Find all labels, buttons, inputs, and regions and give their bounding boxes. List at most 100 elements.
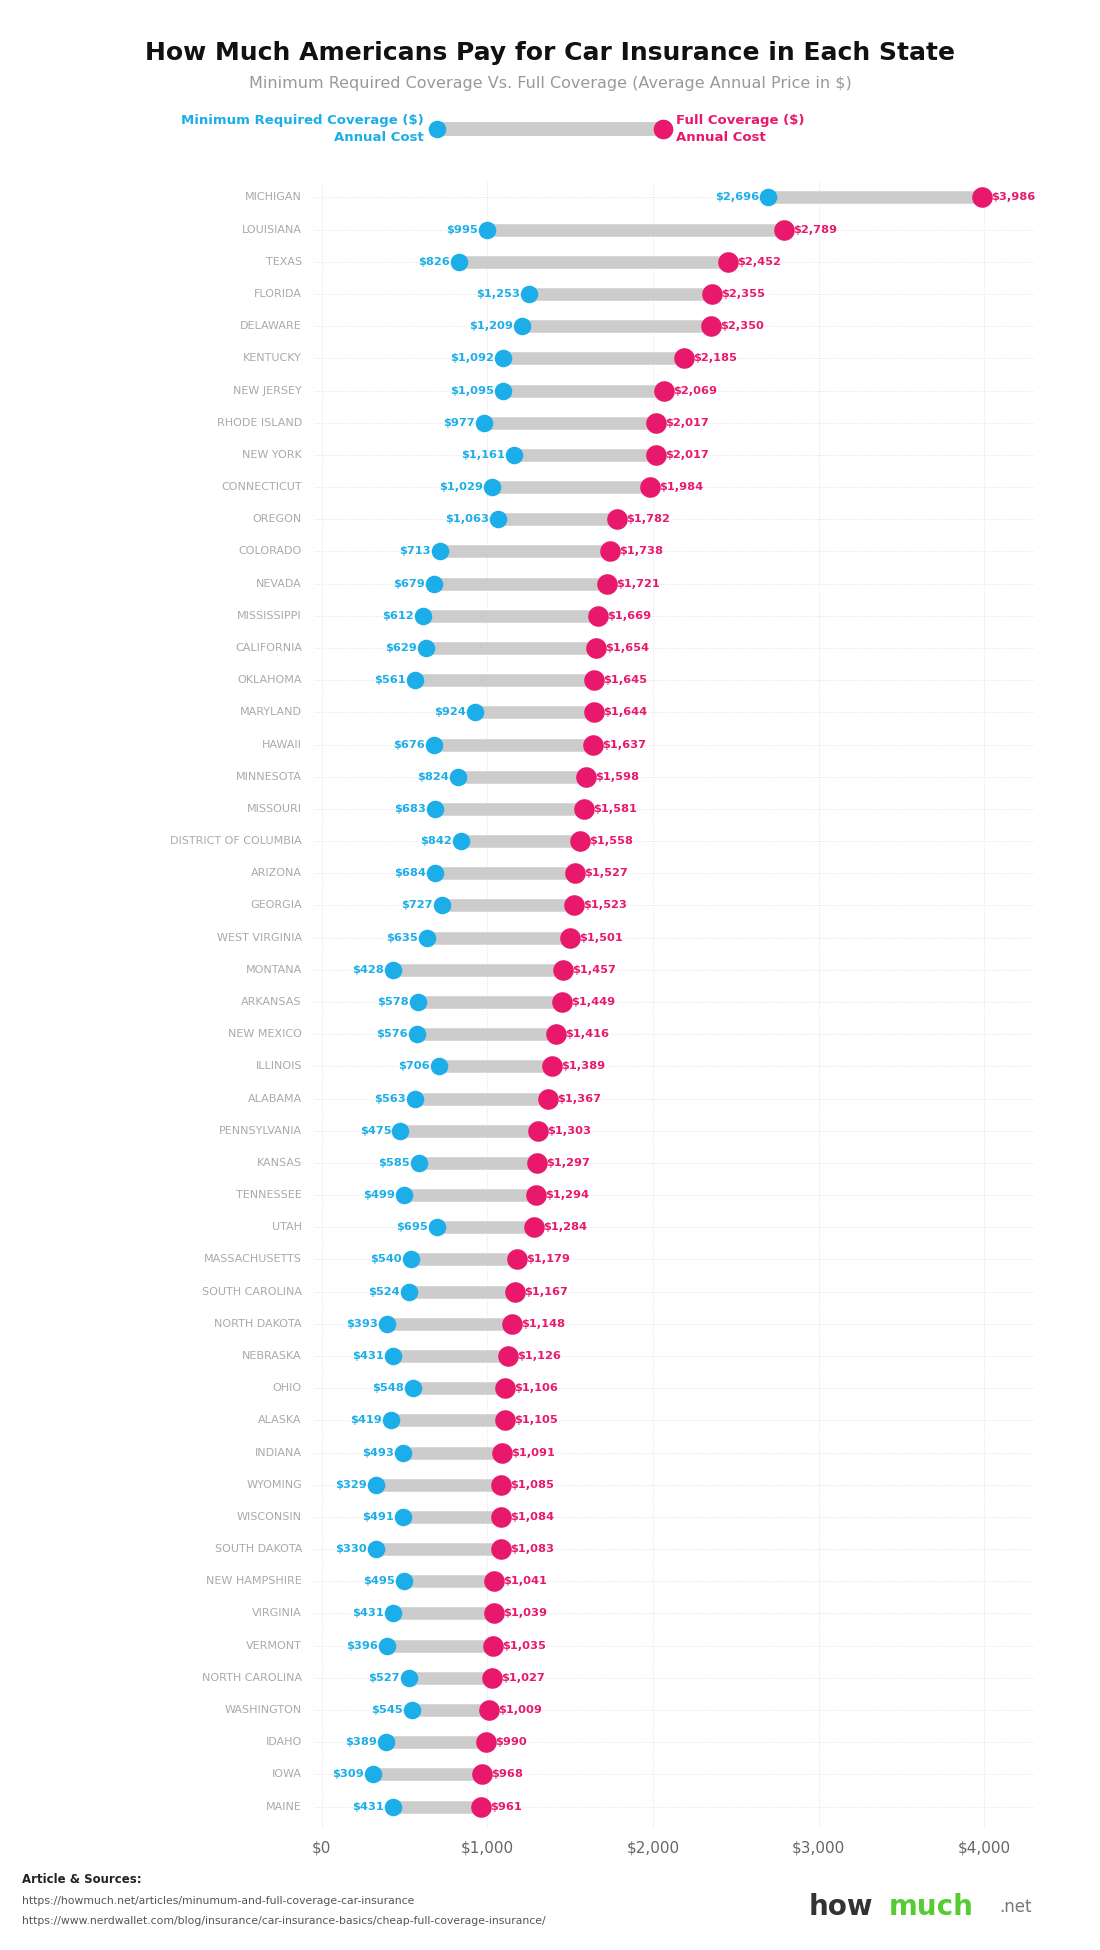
Text: $431: $431	[352, 1351, 384, 1361]
Point	[584, 729, 602, 760]
Text: $1,092: $1,092	[450, 353, 494, 363]
Text: $2,355: $2,355	[720, 289, 764, 298]
Text: NORTH DAKOTA: NORTH DAKOTA	[214, 1318, 301, 1328]
Text: $431: $431	[352, 1609, 384, 1618]
Point	[578, 760, 595, 792]
Text: WASHINGTON: WASHINGTON	[224, 1704, 301, 1714]
Text: SOUTH CAROLINA: SOUTH CAROLINA	[202, 1287, 301, 1297]
Text: FLORIDA: FLORIDA	[254, 289, 301, 298]
Text: $2,185: $2,185	[693, 353, 737, 363]
Point	[526, 1211, 543, 1242]
Text: $1,558: $1,558	[588, 837, 632, 846]
Text: $1,738: $1,738	[619, 546, 663, 556]
Text: $706: $706	[398, 1061, 430, 1071]
Point	[554, 954, 572, 985]
Point	[565, 889, 583, 920]
Text: $1,091: $1,091	[512, 1447, 556, 1457]
Text: MISSOURI: MISSOURI	[246, 803, 301, 813]
Point	[514, 310, 531, 341]
Text: $1,523: $1,523	[583, 901, 627, 911]
Text: OKLAHOMA: OKLAHOMA	[238, 675, 301, 684]
Text: $1,084: $1,084	[510, 1511, 554, 1521]
Text: MINNESOTA: MINNESOTA	[235, 772, 301, 782]
Text: much: much	[889, 1893, 974, 1921]
Text: $1,126: $1,126	[517, 1351, 561, 1361]
Text: $961: $961	[491, 1802, 521, 1812]
Text: RHODE ISLAND: RHODE ISLAND	[217, 417, 301, 427]
Text: $1,027: $1,027	[500, 1673, 544, 1683]
Point	[703, 279, 720, 310]
Point	[539, 1082, 557, 1113]
Text: $1,167: $1,167	[525, 1287, 568, 1297]
Text: $1,063: $1,063	[444, 515, 488, 525]
Text: $1,105: $1,105	[514, 1416, 558, 1425]
Text: $309: $309	[332, 1769, 364, 1780]
Point	[562, 922, 580, 954]
Point	[377, 1726, 395, 1757]
Text: MONTANA: MONTANA	[245, 965, 301, 975]
Point	[506, 1275, 524, 1306]
Text: $2,017: $2,017	[666, 450, 708, 460]
Point	[485, 1597, 503, 1628]
Text: $629: $629	[385, 644, 417, 653]
Text: $396: $396	[346, 1640, 378, 1650]
Point	[396, 1180, 414, 1211]
Text: $1,095: $1,095	[450, 386, 494, 396]
Text: $1,209: $1,209	[469, 322, 513, 332]
Text: KANSAS: KANSAS	[256, 1158, 301, 1168]
Point	[367, 1533, 385, 1564]
Text: $727: $727	[402, 901, 433, 911]
Text: NEBRASKA: NEBRASKA	[242, 1351, 301, 1361]
Text: Minimum Required Coverage Vs. Full Coverage (Average Annual Price in $): Minimum Required Coverage Vs. Full Cover…	[249, 76, 851, 92]
Text: CALIFORNIA: CALIFORNIA	[235, 644, 301, 653]
Text: $1,085: $1,085	[510, 1480, 554, 1490]
Point	[404, 1695, 421, 1726]
Point	[367, 1468, 385, 1500]
Point	[427, 858, 444, 889]
Text: KENTUCKY: KENTUCKY	[243, 353, 301, 363]
Text: $1,389: $1,389	[561, 1061, 605, 1071]
Point	[528, 1147, 546, 1178]
Text: MAINE: MAINE	[266, 1802, 301, 1812]
Text: MARYLAND: MARYLAND	[240, 708, 301, 718]
Point	[493, 1533, 510, 1564]
Point	[759, 181, 777, 213]
Text: $1,106: $1,106	[514, 1383, 558, 1392]
Point	[553, 987, 571, 1018]
Text: $3,986: $3,986	[991, 193, 1035, 203]
Text: $475: $475	[360, 1125, 392, 1135]
Text: IDAHO: IDAHO	[266, 1737, 301, 1747]
Text: $1,009: $1,009	[498, 1704, 542, 1714]
Text: DISTRICT OF COLUMBIA: DISTRICT OF COLUMBIA	[170, 837, 301, 846]
Text: $842: $842	[420, 837, 452, 846]
Point	[466, 696, 484, 727]
Point	[675, 343, 693, 374]
Text: $428: $428	[352, 965, 384, 975]
Text: $635: $635	[386, 932, 418, 942]
Point	[587, 632, 605, 663]
Text: $1,284: $1,284	[543, 1223, 587, 1232]
Text: $495: $495	[363, 1576, 395, 1585]
Text: LOUISIANA: LOUISIANA	[242, 224, 301, 234]
Text: $676: $676	[393, 739, 425, 749]
Text: $2,789: $2,789	[793, 224, 837, 234]
Point	[520, 279, 538, 310]
Text: $1,039: $1,039	[503, 1609, 547, 1618]
Text: WISCONSIN: WISCONSIN	[236, 1511, 301, 1521]
Point	[477, 1726, 495, 1757]
Point	[410, 1147, 428, 1178]
Text: GEORGIA: GEORGIA	[251, 901, 301, 911]
Point	[484, 1630, 502, 1661]
Point	[505, 439, 522, 470]
Point	[475, 408, 493, 439]
Text: https://howmuch.net/articles/minumum-and-full-coverage-car-insurance: https://howmuch.net/articles/minumum-and…	[22, 1895, 415, 1907]
Text: .net: .net	[999, 1897, 1032, 1917]
Text: NEVADA: NEVADA	[256, 579, 301, 589]
Point	[450, 246, 468, 277]
Point	[598, 567, 616, 599]
Point	[654, 113, 672, 144]
Text: $2,017: $2,017	[666, 417, 708, 427]
Text: OREGON: OREGON	[253, 515, 301, 525]
Point	[472, 1790, 490, 1821]
Text: $990: $990	[495, 1737, 527, 1747]
